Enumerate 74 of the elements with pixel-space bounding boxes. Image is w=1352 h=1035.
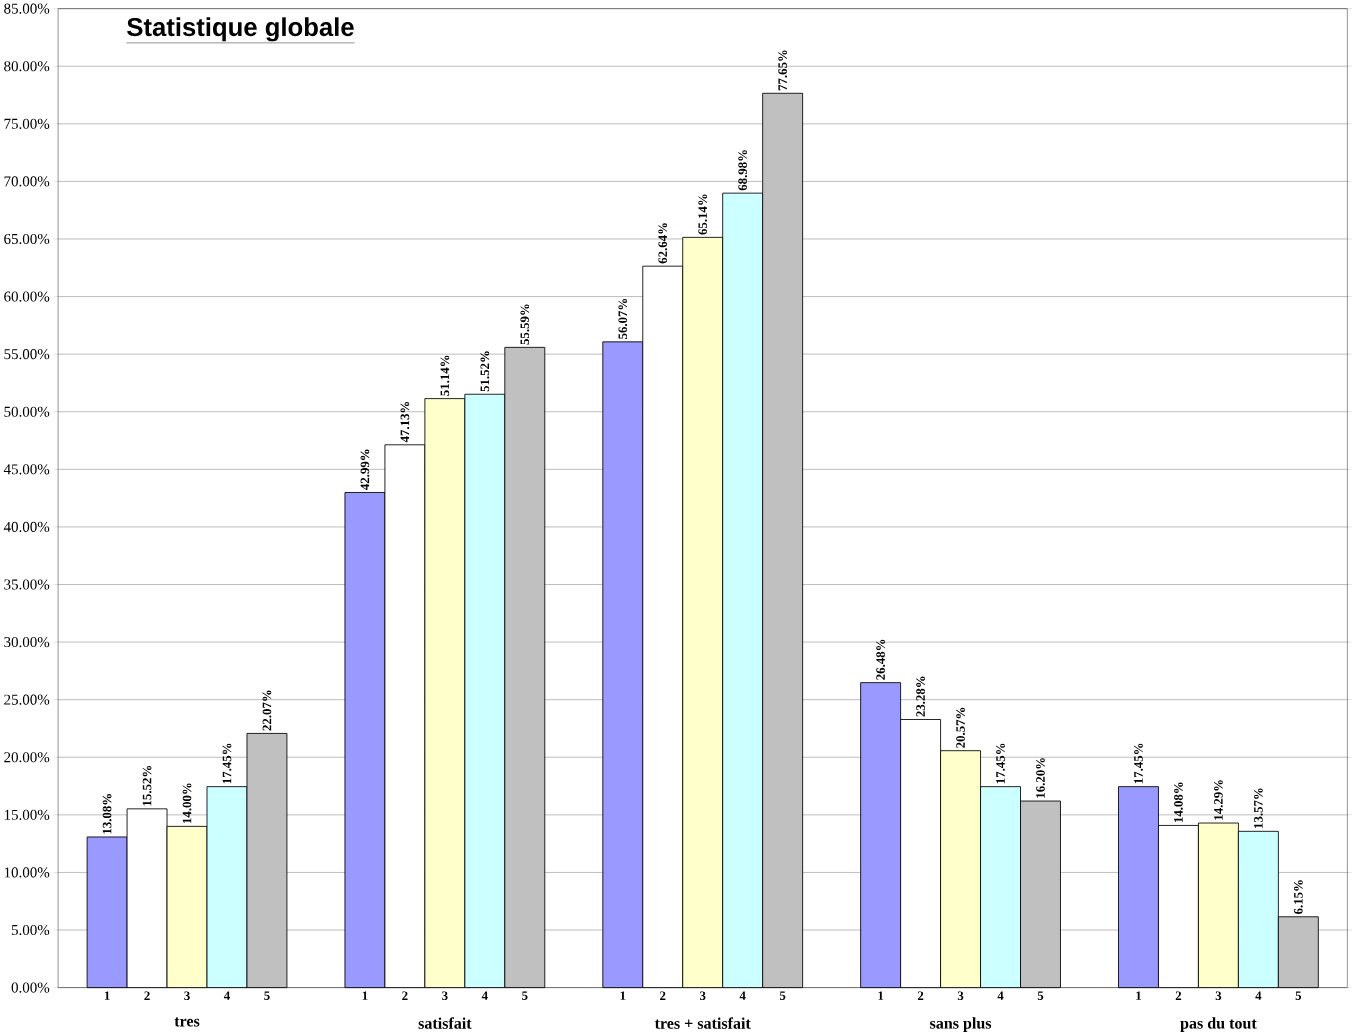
data-label: 22.07% [262, 690, 272, 731]
x-tick-label: tres [174, 1017, 200, 1027]
text: 3 [442, 991, 448, 1000]
text: 2 [1175, 991, 1182, 1000]
text: 5 [1037, 991, 1044, 1000]
data-label: 17.45% [222, 743, 232, 784]
data-label: 16.20% [1036, 757, 1045, 798]
y-tick-label: 20.00% [4, 751, 50, 763]
y-tick-label: 80.00% [4, 60, 50, 72]
data-label: 55.59% [520, 304, 530, 345]
text: 3 [957, 991, 964, 1000]
data-label: 6.15% [1293, 880, 1303, 914]
text: 2 [917, 991, 924, 1000]
data-label: 51.52% [480, 351, 490, 392]
data-label: 47.13% [400, 401, 410, 443]
text: 2 [660, 991, 666, 1000]
text: 1 [362, 991, 368, 1000]
data-label: 56.07% [618, 298, 628, 339]
data-label: 65.14% [698, 194, 708, 235]
data-label: 13.08% [102, 793, 112, 834]
y-tick-label: 55.00% [4, 348, 50, 360]
data-label: 14.29% [1214, 779, 1223, 820]
y-tick-label: 5.00% [11, 924, 50, 935]
data-label: 20.57% [956, 707, 965, 748]
data-label: 17.45% [996, 743, 1005, 784]
series-label: 4 [223, 991, 230, 1000]
y-tick-label: 45.00% [3, 464, 50, 475]
text: 4 [997, 991, 1004, 1000]
text: 4 [1255, 991, 1262, 1000]
text: 1 [878, 991, 884, 1000]
y-tick-label: 75.00% [4, 118, 50, 129]
text: 4 [739, 991, 746, 1000]
data-label: 14.00% [182, 783, 192, 823]
chart-title: Statistique globale [127, 17, 354, 42]
text: 1 [620, 991, 626, 1000]
series-label: 2 [144, 991, 150, 1000]
text: 5 [1295, 991, 1302, 1000]
data-label: 62.64% [658, 223, 668, 264]
y-tick-label: 70.00% [4, 176, 50, 187]
y-tick-label: 50.00% [4, 406, 50, 417]
data-label: 77.65% [778, 50, 788, 90]
text: 3 [699, 991, 706, 1000]
y-tick-label: 35.00% [4, 579, 50, 590]
text: 3 [1215, 991, 1222, 1000]
text: 2 [402, 991, 408, 1000]
y-tick-label: 0.00% [11, 982, 50, 993]
data-label: 51.14% [440, 355, 450, 396]
y-tick-label: 60.00% [4, 291, 50, 302]
y-tick-label: 65.00% [4, 233, 50, 244]
text: 1 [1136, 991, 1142, 1000]
text: 4 [481, 991, 488, 1000]
y-tick-label: 30.00% [4, 636, 50, 647]
text: 5 [522, 991, 528, 1000]
y-tick-label: 25.00% [4, 694, 50, 705]
y-tick-label: 85.00% [4, 3, 50, 14]
data-label: 26.48% [876, 639, 885, 680]
data-label: 23.28% [916, 676, 925, 717]
y-tick-label: 40.00% [3, 521, 50, 532]
data-label: 68.98% [738, 150, 748, 191]
x-tick-label: tres + satisfait [654, 1017, 751, 1029]
series-label: 5 [264, 991, 270, 1000]
series-label: 1 [104, 991, 110, 1000]
y-tick-label: 10.00% [4, 867, 50, 878]
x-tick-label: satisfait [418, 1017, 472, 1029]
data-label: 13.57% [1254, 788, 1263, 828]
y-tick-label: 15.00% [4, 809, 50, 820]
data-label: 14.08% [1174, 782, 1183, 822]
x-tick-label: sans plus [930, 1017, 992, 1032]
data-label: 15.52% [142, 765, 152, 806]
data-label: 17.45% [1134, 743, 1143, 784]
data-label: 42.99% [360, 449, 370, 490]
text: 5 [779, 991, 786, 1000]
x-tick-label: pas du tout [1180, 1017, 1257, 1032]
series-label: 3 [184, 991, 190, 1000]
